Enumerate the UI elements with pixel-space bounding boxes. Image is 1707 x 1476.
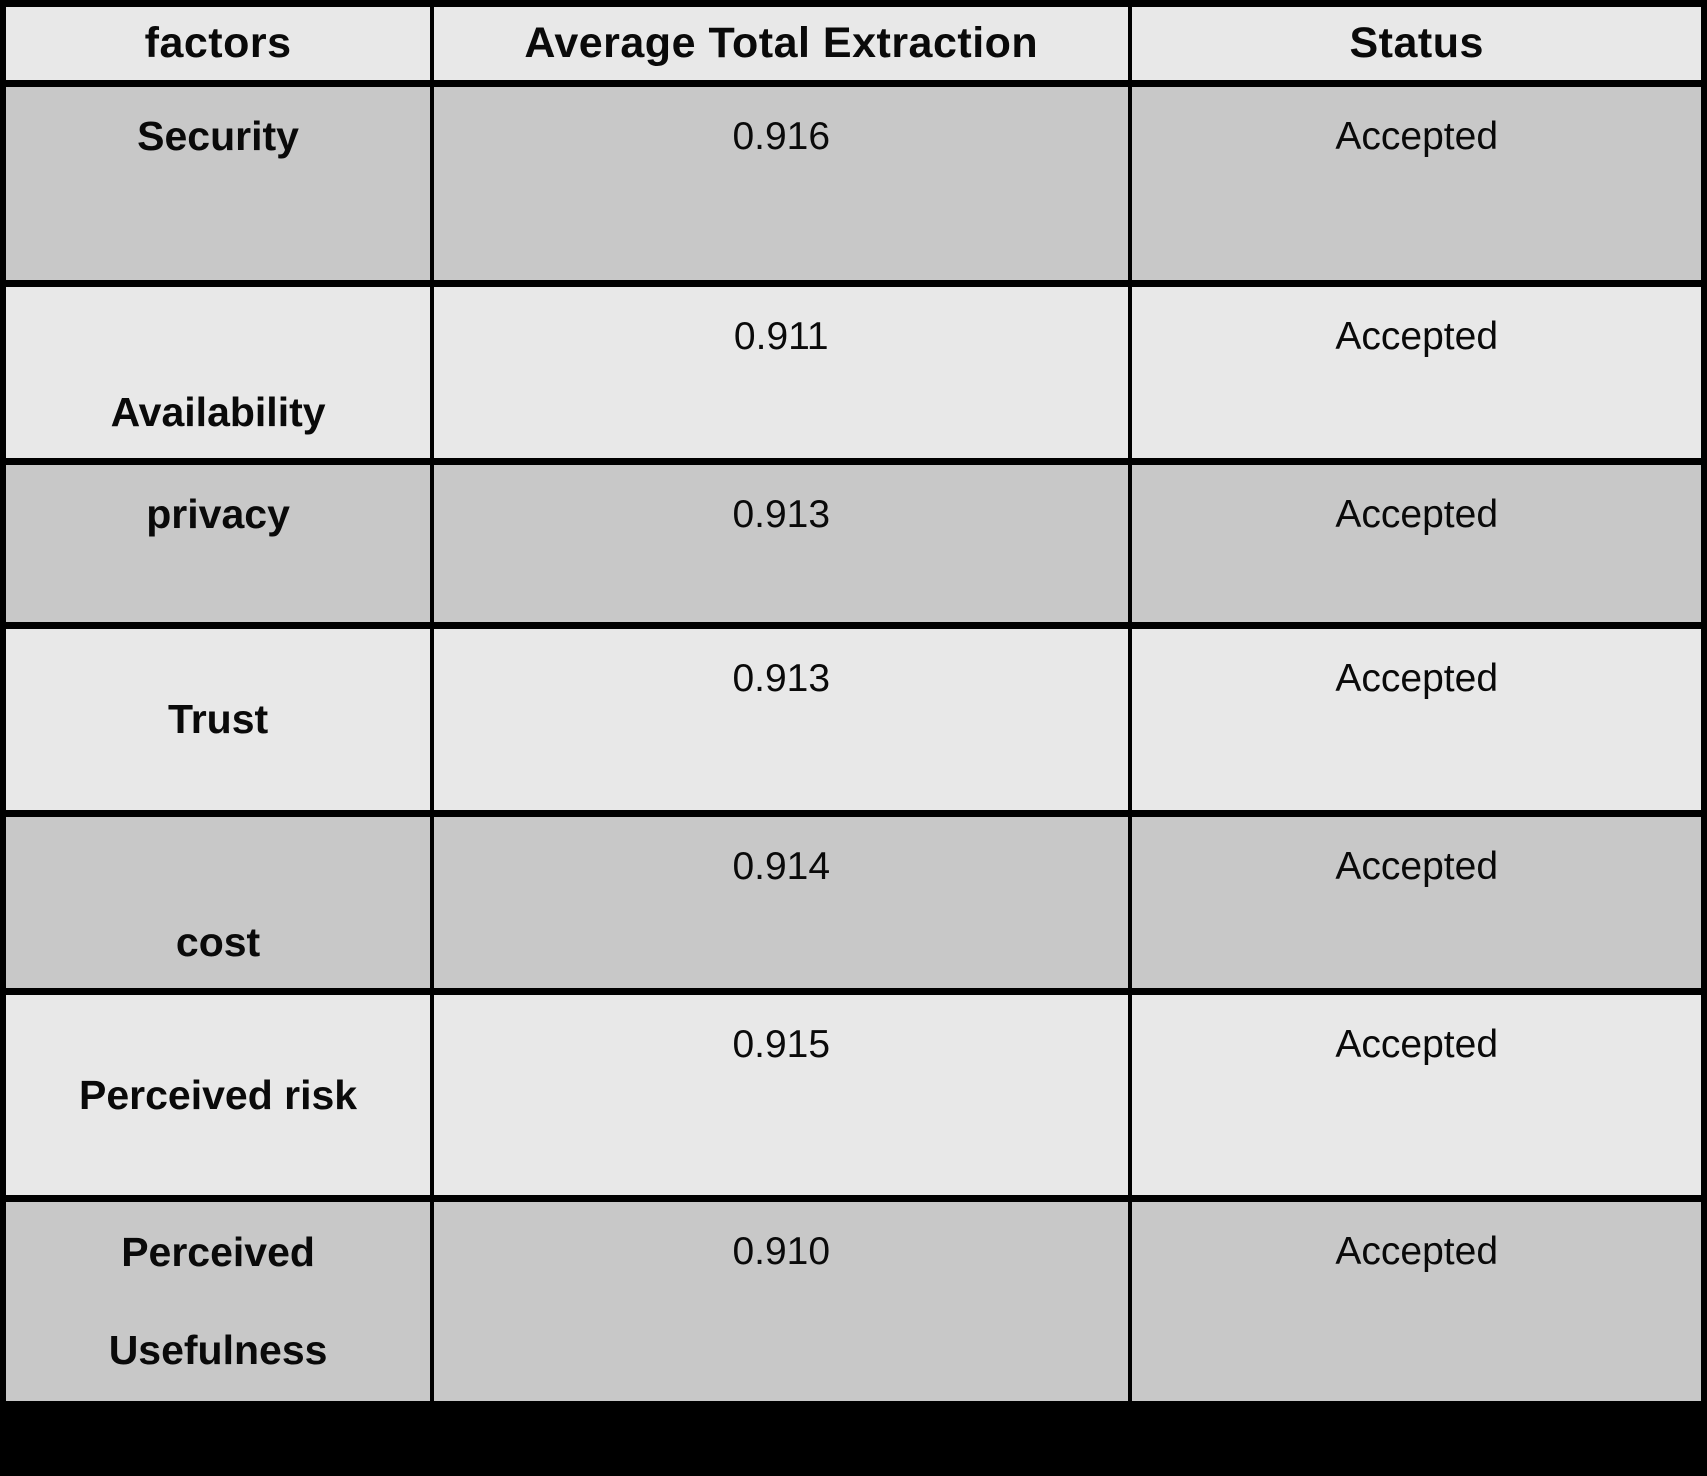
status-cell: Accepted — [1128, 810, 1705, 995]
status-cell: Accepted — [1128, 280, 1705, 465]
status-cell: Accepted — [1128, 80, 1705, 287]
value-cell: 0.911 — [430, 280, 1133, 465]
value-cell: 0.916 — [430, 80, 1133, 287]
value-cell: 0.913 — [430, 622, 1133, 817]
factor-cell: Trust — [1, 622, 435, 817]
factor-cell: Perceived risk — [1, 988, 435, 1202]
status-cell: Accepted — [1128, 458, 1705, 629]
table-row: Perceived Usefulness 0.910 Accepted — [1, 1195, 1705, 1408]
value-cell: 0.910 — [430, 1195, 1133, 1408]
table-row: Trust 0.913 Accepted — [1, 622, 1705, 817]
column-header-average-total-extraction: Average Total Extraction — [430, 0, 1133, 87]
factor-cell: Perceived Usefulness — [1, 1195, 435, 1408]
table-row: Security 0.916 Accepted — [1, 80, 1705, 287]
value-cell: 0.915 — [430, 988, 1133, 1202]
value-cell: 0.913 — [430, 458, 1133, 629]
table-row: cost 0.914 Accepted — [1, 810, 1705, 995]
factor-cell: cost — [1, 810, 435, 995]
status-cell: Accepted — [1128, 622, 1705, 817]
factor-cell: Availability — [1, 280, 435, 465]
status-cell: Accepted — [1128, 1195, 1705, 1408]
factor-cell: privacy — [1, 458, 435, 629]
column-header-factors: factors — [1, 0, 435, 87]
status-cell: Accepted — [1128, 988, 1705, 1202]
factor-cell: Security — [1, 80, 435, 287]
value-cell: 0.914 — [430, 810, 1133, 995]
column-header-status: Status — [1128, 0, 1705, 87]
table-row: Perceived risk 0.915 Accepted — [1, 988, 1705, 1202]
factors-extraction-table: factors Average Total Extraction Status … — [1, 0, 1705, 1408]
header-row: factors Average Total Extraction Status — [1, 0, 1705, 87]
table-row: privacy 0.913 Accepted — [1, 458, 1705, 629]
table-row: Availability 0.911 Accepted — [1, 280, 1705, 465]
